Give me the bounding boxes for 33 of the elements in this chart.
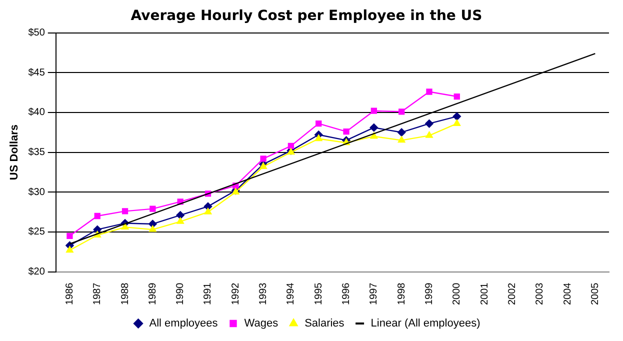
x-tick-label: 1995 (313, 282, 324, 306)
x-tick-label: 1992 (230, 282, 242, 306)
legend-label: Salaries (304, 318, 345, 330)
y-tick-label: $20 (28, 266, 46, 278)
y-tick-label: $30 (28, 186, 46, 198)
x-tick-label: 2002 (506, 282, 518, 306)
x-tick-label: 1996 (341, 282, 352, 306)
legend-label: All employees (149, 318, 218, 330)
x-tick-label: 1986 (64, 282, 76, 306)
x-tick-label: 2004 (562, 282, 574, 306)
x-tick-label: 1993 (258, 282, 270, 306)
x-tick-label: 1997 (368, 282, 380, 306)
x-tick-label: 2005 (590, 282, 601, 306)
x-tick-label: 1988 (120, 282, 131, 306)
legend-label: Wages (244, 318, 279, 330)
legend-label: Linear (All employees) (370, 318, 480, 330)
x-tick-label: 1987 (92, 282, 104, 306)
x-tick-label: 1990 (175, 282, 186, 306)
y-tick-label: $50 (28, 28, 46, 39)
x-tick-label: 2003 (534, 282, 546, 306)
y-tick-label: $45 (28, 67, 46, 78)
chart-title: Average Hourly Cost per Employee in the US (130, 8, 482, 24)
x-tick-label: 1989 (147, 282, 158, 306)
y-tick-label: $35 (28, 147, 46, 158)
x-tick-label: 1998 (396, 282, 408, 306)
y-axis-title: US Dollars (8, 124, 21, 180)
y-tick-label: $40 (28, 107, 46, 118)
x-tick-label: 1994 (286, 282, 297, 306)
y-tick-label: $25 (28, 226, 46, 238)
x-tick-label: 2001 (479, 282, 490, 306)
x-tick-label: 2000 (452, 282, 463, 306)
x-tick-label: 1991 (202, 282, 214, 306)
x-tick-label: 1999 (424, 282, 435, 306)
